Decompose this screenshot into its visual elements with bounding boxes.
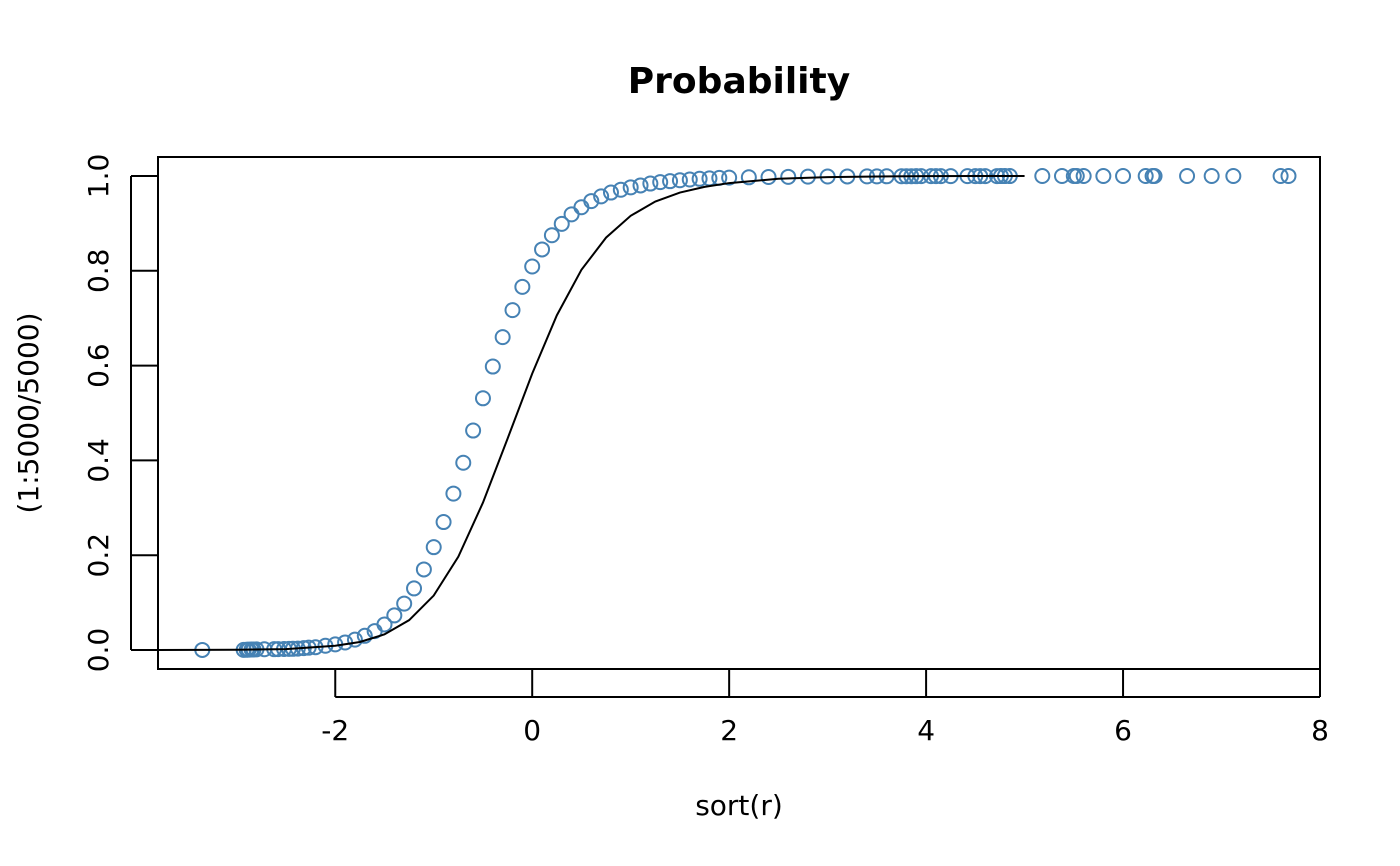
data-point (612, 181, 629, 198)
y-tick-label: 0.4 (82, 438, 115, 483)
x-tick-label: -2 (321, 714, 349, 747)
data-point (356, 627, 373, 644)
data-point (642, 175, 659, 192)
data-point (1075, 168, 1092, 184)
data-point (1137, 167, 1154, 184)
data-point (435, 514, 452, 531)
data-point (563, 206, 580, 223)
data-point (691, 170, 708, 187)
y-tick-label: 0.6 (82, 343, 115, 388)
x-tick-label: 4 (917, 714, 935, 747)
data-point (1225, 167, 1242, 184)
data-point (337, 634, 354, 651)
data-point (346, 631, 363, 648)
curve-layer (157, 175, 1025, 652)
y-tick-label: 1.0 (82, 154, 115, 199)
cdf-curve (157, 175, 1025, 652)
data-point (1203, 167, 1220, 184)
data-point (760, 169, 777, 186)
data-point (1146, 167, 1163, 184)
x-tick-label: 8 (1311, 714, 1329, 747)
x-axis-label: sort(r) (695, 789, 783, 822)
y-tick-label: 0.2 (82, 533, 115, 578)
data-point (721, 169, 738, 186)
y-tick-label: 0.8 (82, 249, 115, 294)
data-point (652, 174, 669, 191)
y-axis-label: (1:5000/5000) (12, 312, 45, 513)
data-point (376, 616, 393, 633)
x-tick-label: 0 (523, 714, 541, 747)
data-point (799, 168, 816, 185)
data-point (1095, 168, 1112, 184)
data-point (396, 595, 413, 612)
data-point (1179, 167, 1196, 184)
points-layer (194, 167, 1297, 658)
data-point (671, 172, 688, 189)
data-point (632, 177, 649, 194)
data-point (1068, 168, 1085, 185)
data-point (780, 168, 797, 185)
data-point (1272, 167, 1289, 184)
data-point (386, 607, 403, 624)
data-point (524, 258, 541, 275)
y-axis: 0.0 0.2 0.4 0.6 0.8 1.0 (82, 154, 158, 673)
data-point (662, 173, 679, 190)
data-point (1280, 167, 1297, 184)
data-point (553, 215, 570, 232)
x-axis: -2 0 2 4 6 8 (321, 669, 1329, 747)
data-point (602, 184, 619, 201)
chart-title: Probability (628, 61, 850, 102)
data-point (474, 390, 491, 407)
data-point (484, 358, 501, 375)
data-point (593, 188, 610, 205)
data-point (583, 193, 600, 210)
data-point (681, 171, 698, 188)
plot-frame (157, 156, 1321, 670)
data-point (622, 179, 639, 196)
data-point (740, 169, 757, 186)
data-point (455, 454, 472, 471)
data-point (1115, 167, 1132, 184)
data-point (415, 561, 432, 578)
data-point (1034, 168, 1051, 185)
data-point (504, 302, 521, 319)
x-tick-label: 6 (1114, 714, 1132, 747)
data-point (514, 278, 531, 295)
data-point (406, 580, 423, 597)
y-tick-label: 0.0 (82, 628, 115, 673)
data-point (425, 539, 442, 556)
data-point (534, 241, 551, 258)
data-point (543, 227, 560, 244)
data-point (465, 422, 482, 439)
data-point (494, 329, 511, 346)
data-point (445, 485, 462, 502)
x-tick-label: 2 (720, 714, 738, 747)
